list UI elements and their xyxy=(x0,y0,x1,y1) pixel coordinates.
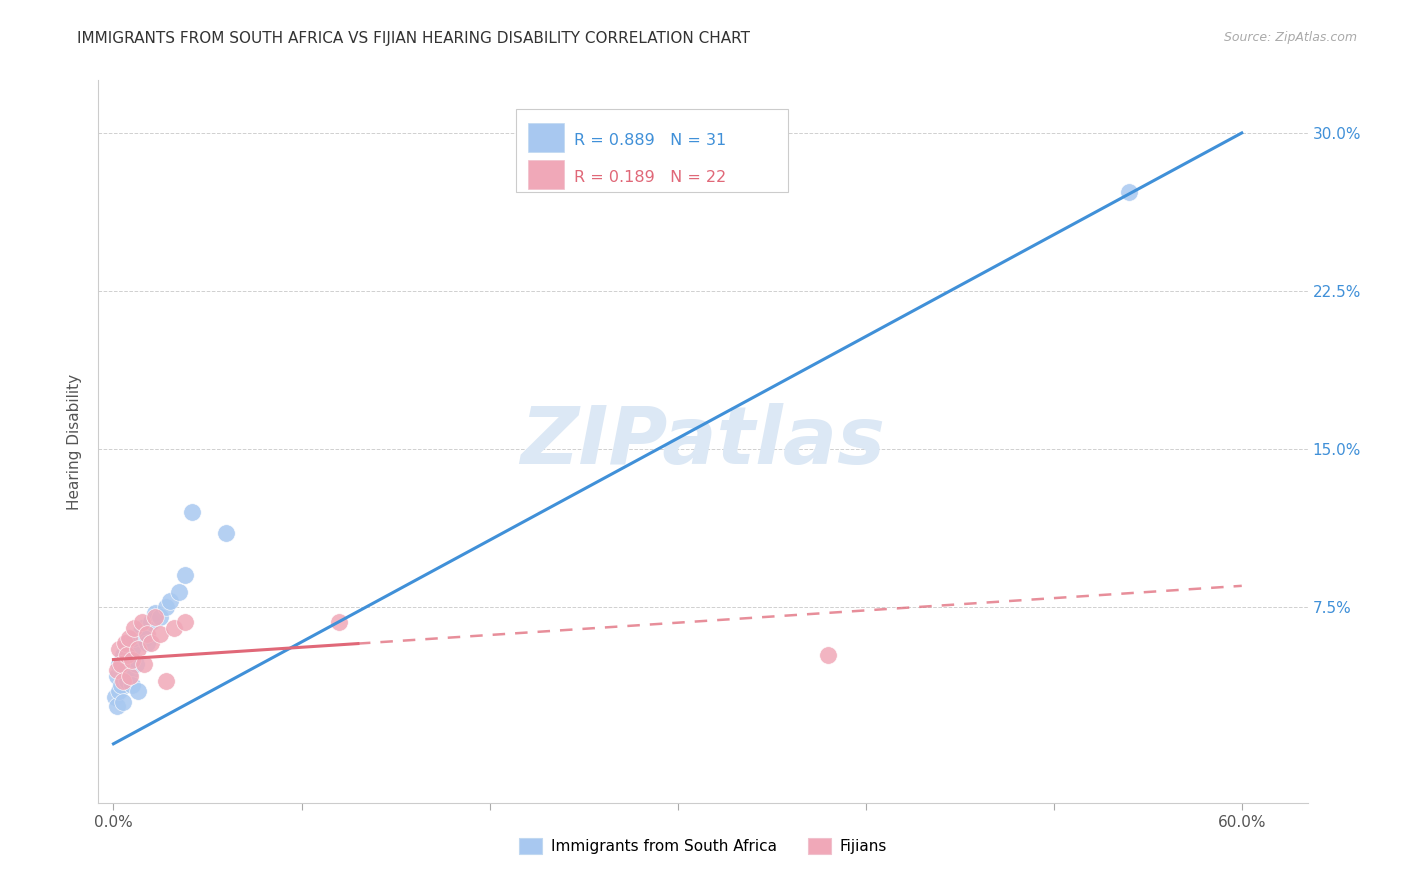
FancyBboxPatch shape xyxy=(527,123,564,153)
Point xyxy=(115,636,138,650)
Point xyxy=(110,657,132,671)
Point xyxy=(121,642,143,657)
FancyBboxPatch shape xyxy=(527,160,564,189)
Point xyxy=(105,663,128,677)
Point xyxy=(105,698,128,713)
Point xyxy=(122,621,145,635)
Point xyxy=(155,673,177,688)
Point xyxy=(105,669,128,683)
Text: IMMIGRANTS FROM SOUTH AFRICA VS FIJIAN HEARING DISABILITY CORRELATION CHART: IMMIGRANTS FROM SOUTH AFRICA VS FIJIAN H… xyxy=(77,31,751,46)
Point xyxy=(215,526,238,541)
Point xyxy=(127,642,149,657)
Point xyxy=(143,610,166,624)
Text: R = 0.189   N = 22: R = 0.189 N = 22 xyxy=(574,169,725,185)
Point xyxy=(817,648,839,663)
Point xyxy=(115,648,138,663)
Text: ZIPatlas: ZIPatlas xyxy=(520,402,886,481)
Point xyxy=(111,695,134,709)
Point xyxy=(127,684,149,698)
Point xyxy=(169,585,191,599)
Point xyxy=(181,505,204,519)
Point xyxy=(110,678,132,692)
Point xyxy=(174,615,197,629)
Point xyxy=(121,678,143,692)
Point xyxy=(111,673,134,688)
Point xyxy=(162,621,184,635)
Point xyxy=(117,632,139,646)
Point xyxy=(115,673,138,688)
Point xyxy=(149,627,172,641)
Point xyxy=(108,642,131,657)
Point xyxy=(114,663,136,677)
Y-axis label: Hearing Disability: Hearing Disability xyxy=(67,374,83,509)
Point xyxy=(114,636,136,650)
Point xyxy=(139,615,162,629)
Point xyxy=(174,568,197,582)
Point xyxy=(149,610,172,624)
Point xyxy=(108,657,131,671)
Point xyxy=(121,652,143,666)
Point xyxy=(328,615,350,629)
Point xyxy=(139,636,162,650)
Point xyxy=(136,636,159,650)
FancyBboxPatch shape xyxy=(516,109,787,193)
Point xyxy=(104,690,127,705)
Legend: Immigrants from South Africa, Fijians: Immigrants from South Africa, Fijians xyxy=(513,832,893,860)
Point xyxy=(143,606,166,620)
Point xyxy=(125,657,148,671)
Point xyxy=(122,632,145,646)
Point xyxy=(132,657,155,671)
Point xyxy=(120,669,142,683)
Point xyxy=(117,652,139,666)
Point xyxy=(136,627,159,641)
Point xyxy=(120,665,142,680)
Text: R = 0.889   N = 31: R = 0.889 N = 31 xyxy=(574,133,725,148)
Point xyxy=(131,615,153,629)
Point xyxy=(132,632,155,646)
Point xyxy=(108,684,131,698)
Text: Source: ZipAtlas.com: Source: ZipAtlas.com xyxy=(1223,31,1357,45)
Point xyxy=(155,599,177,614)
Point xyxy=(111,648,134,663)
Point xyxy=(131,621,153,635)
Point xyxy=(159,593,181,607)
Point xyxy=(1118,185,1140,199)
